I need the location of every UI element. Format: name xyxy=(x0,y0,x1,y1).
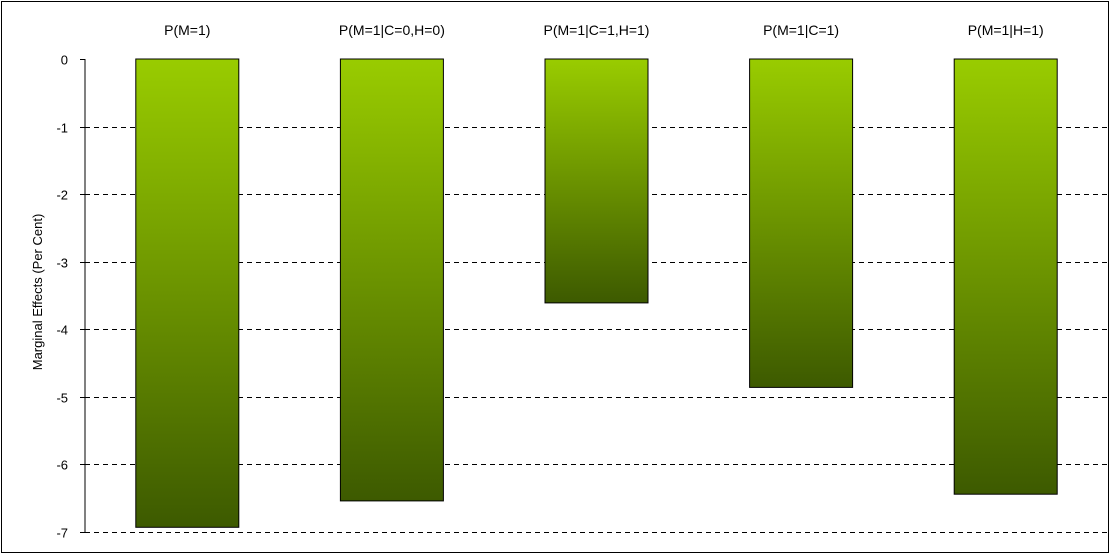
y-tick-label: -1 xyxy=(56,121,68,136)
y-tick-label: -4 xyxy=(56,323,68,338)
y-tick-label: -6 xyxy=(56,458,68,473)
y-tick-label: 0 xyxy=(61,53,68,68)
bars xyxy=(135,58,1058,528)
y-axis: 0 -1 -2 -3 -4 -5 -6 -7 xyxy=(56,53,86,541)
category-label-1: P(M=1) xyxy=(164,22,210,38)
bar-5 xyxy=(953,58,1058,495)
y-tick-label: -3 xyxy=(56,256,68,271)
category-label-2: P(M=1|C=0,H=0) xyxy=(339,22,445,38)
bar-3 xyxy=(544,58,649,304)
y-tick-label: -5 xyxy=(56,391,68,406)
category-labels: P(M=1) P(M=1|C=0,H=0) P(M=1|C=1,H=1) P(M=1|… xyxy=(164,22,1044,38)
y-tick-label: -7 xyxy=(56,526,68,541)
y-tick-label: -2 xyxy=(56,188,68,203)
category-label-3: P(M=1|C=1,H=1) xyxy=(544,22,650,38)
category-label-4: P(M=1|C=1) xyxy=(763,22,839,38)
bar-2 xyxy=(339,58,444,502)
y-axis-title: Marginal Effects (Per Cent) xyxy=(30,214,45,371)
bar-1 xyxy=(135,58,240,528)
bar-4 xyxy=(749,58,854,388)
category-label-5: P(M=1|H=1) xyxy=(968,22,1044,38)
